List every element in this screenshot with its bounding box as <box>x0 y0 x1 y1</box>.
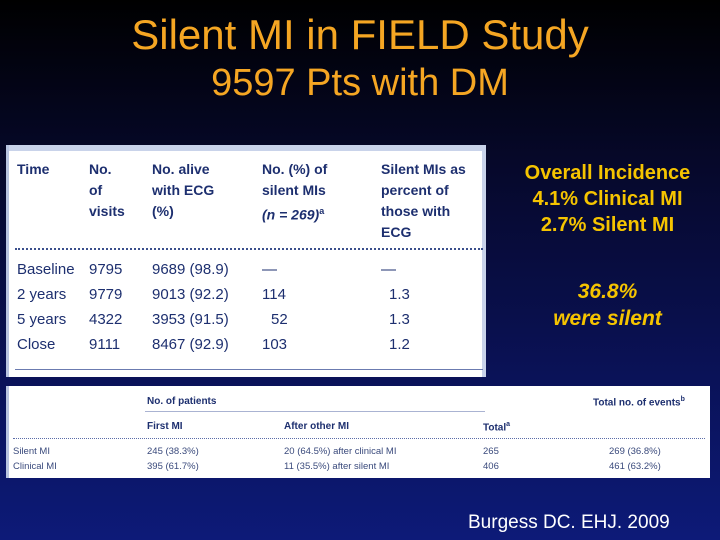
header-no-of-patients: No. of patients <box>147 396 217 407</box>
cell-total-events: 461 (63.2%) <box>609 461 661 472</box>
table-row: Baseline 9795 9689 (98.9) — — <box>17 261 396 278</box>
header-total-events: Total no. of eventsb <box>593 396 685 409</box>
header-visits: No. of visits <box>89 161 125 219</box>
header-silent-percent: Silent MIs as percent of those with ECG <box>381 161 466 240</box>
group-header-rule <box>145 411 485 412</box>
cell-total: 406 <box>483 461 499 472</box>
header-time: Time <box>17 161 50 177</box>
cell-after-other-mi: 20 (64.5%) after clinical MI <box>284 446 397 457</box>
overall-incidence: Overall Incidence 4.1% Clinical MI 2.7% … <box>524 162 691 236</box>
header-first-mi: First MI <box>147 421 183 432</box>
table-row: 2 years 9779 9013 (92.2) 114 1.3 <box>17 286 410 303</box>
visits-table: Time No. of visits No. alive with ECG (%… <box>6 145 486 377</box>
row-label: Silent MI <box>13 446 50 457</box>
table-row: 5 years 4322 3953 (91.5) 52 1.3 <box>17 311 410 328</box>
cell-first-mi: 395 (61.7%) <box>147 461 199 472</box>
header-divider <box>13 438 705 439</box>
row-label: Clinical MI <box>13 461 57 472</box>
silent-percentage: 36.8% were silent <box>553 280 662 330</box>
slide-subtitle: 9597 Pts with DM <box>211 62 509 104</box>
slide-title: Silent MI in FIELD Study <box>131 11 589 58</box>
table-top-border <box>9 145 486 151</box>
table-right-border <box>482 145 486 377</box>
table-bottom-rule <box>15 369 483 370</box>
header-alive-ecg: No. alive with ECG (%) <box>152 161 215 219</box>
header-after-other-mi: After other MI <box>284 421 349 432</box>
citation: Burgess DC. EHJ. 2009 <box>468 512 670 533</box>
table-row: Close 9111 8467 (92.9) 103 1.2 <box>17 336 410 353</box>
header-total: Totala <box>483 421 511 434</box>
header-divider <box>15 248 483 250</box>
cell-first-mi: 245 (38.3%) <box>147 446 199 457</box>
header-silent-mis: No. (%) of silent MIs (n = 269)a <box>262 161 328 223</box>
cell-after-other-mi: 11 (35.5%) after silent MI <box>284 461 390 472</box>
cell-total-events: 269 (36.8%) <box>609 446 661 457</box>
cell-total: 265 <box>483 446 499 457</box>
events-table: No. of patients Total no. of eventsb Fir… <box>6 386 710 478</box>
